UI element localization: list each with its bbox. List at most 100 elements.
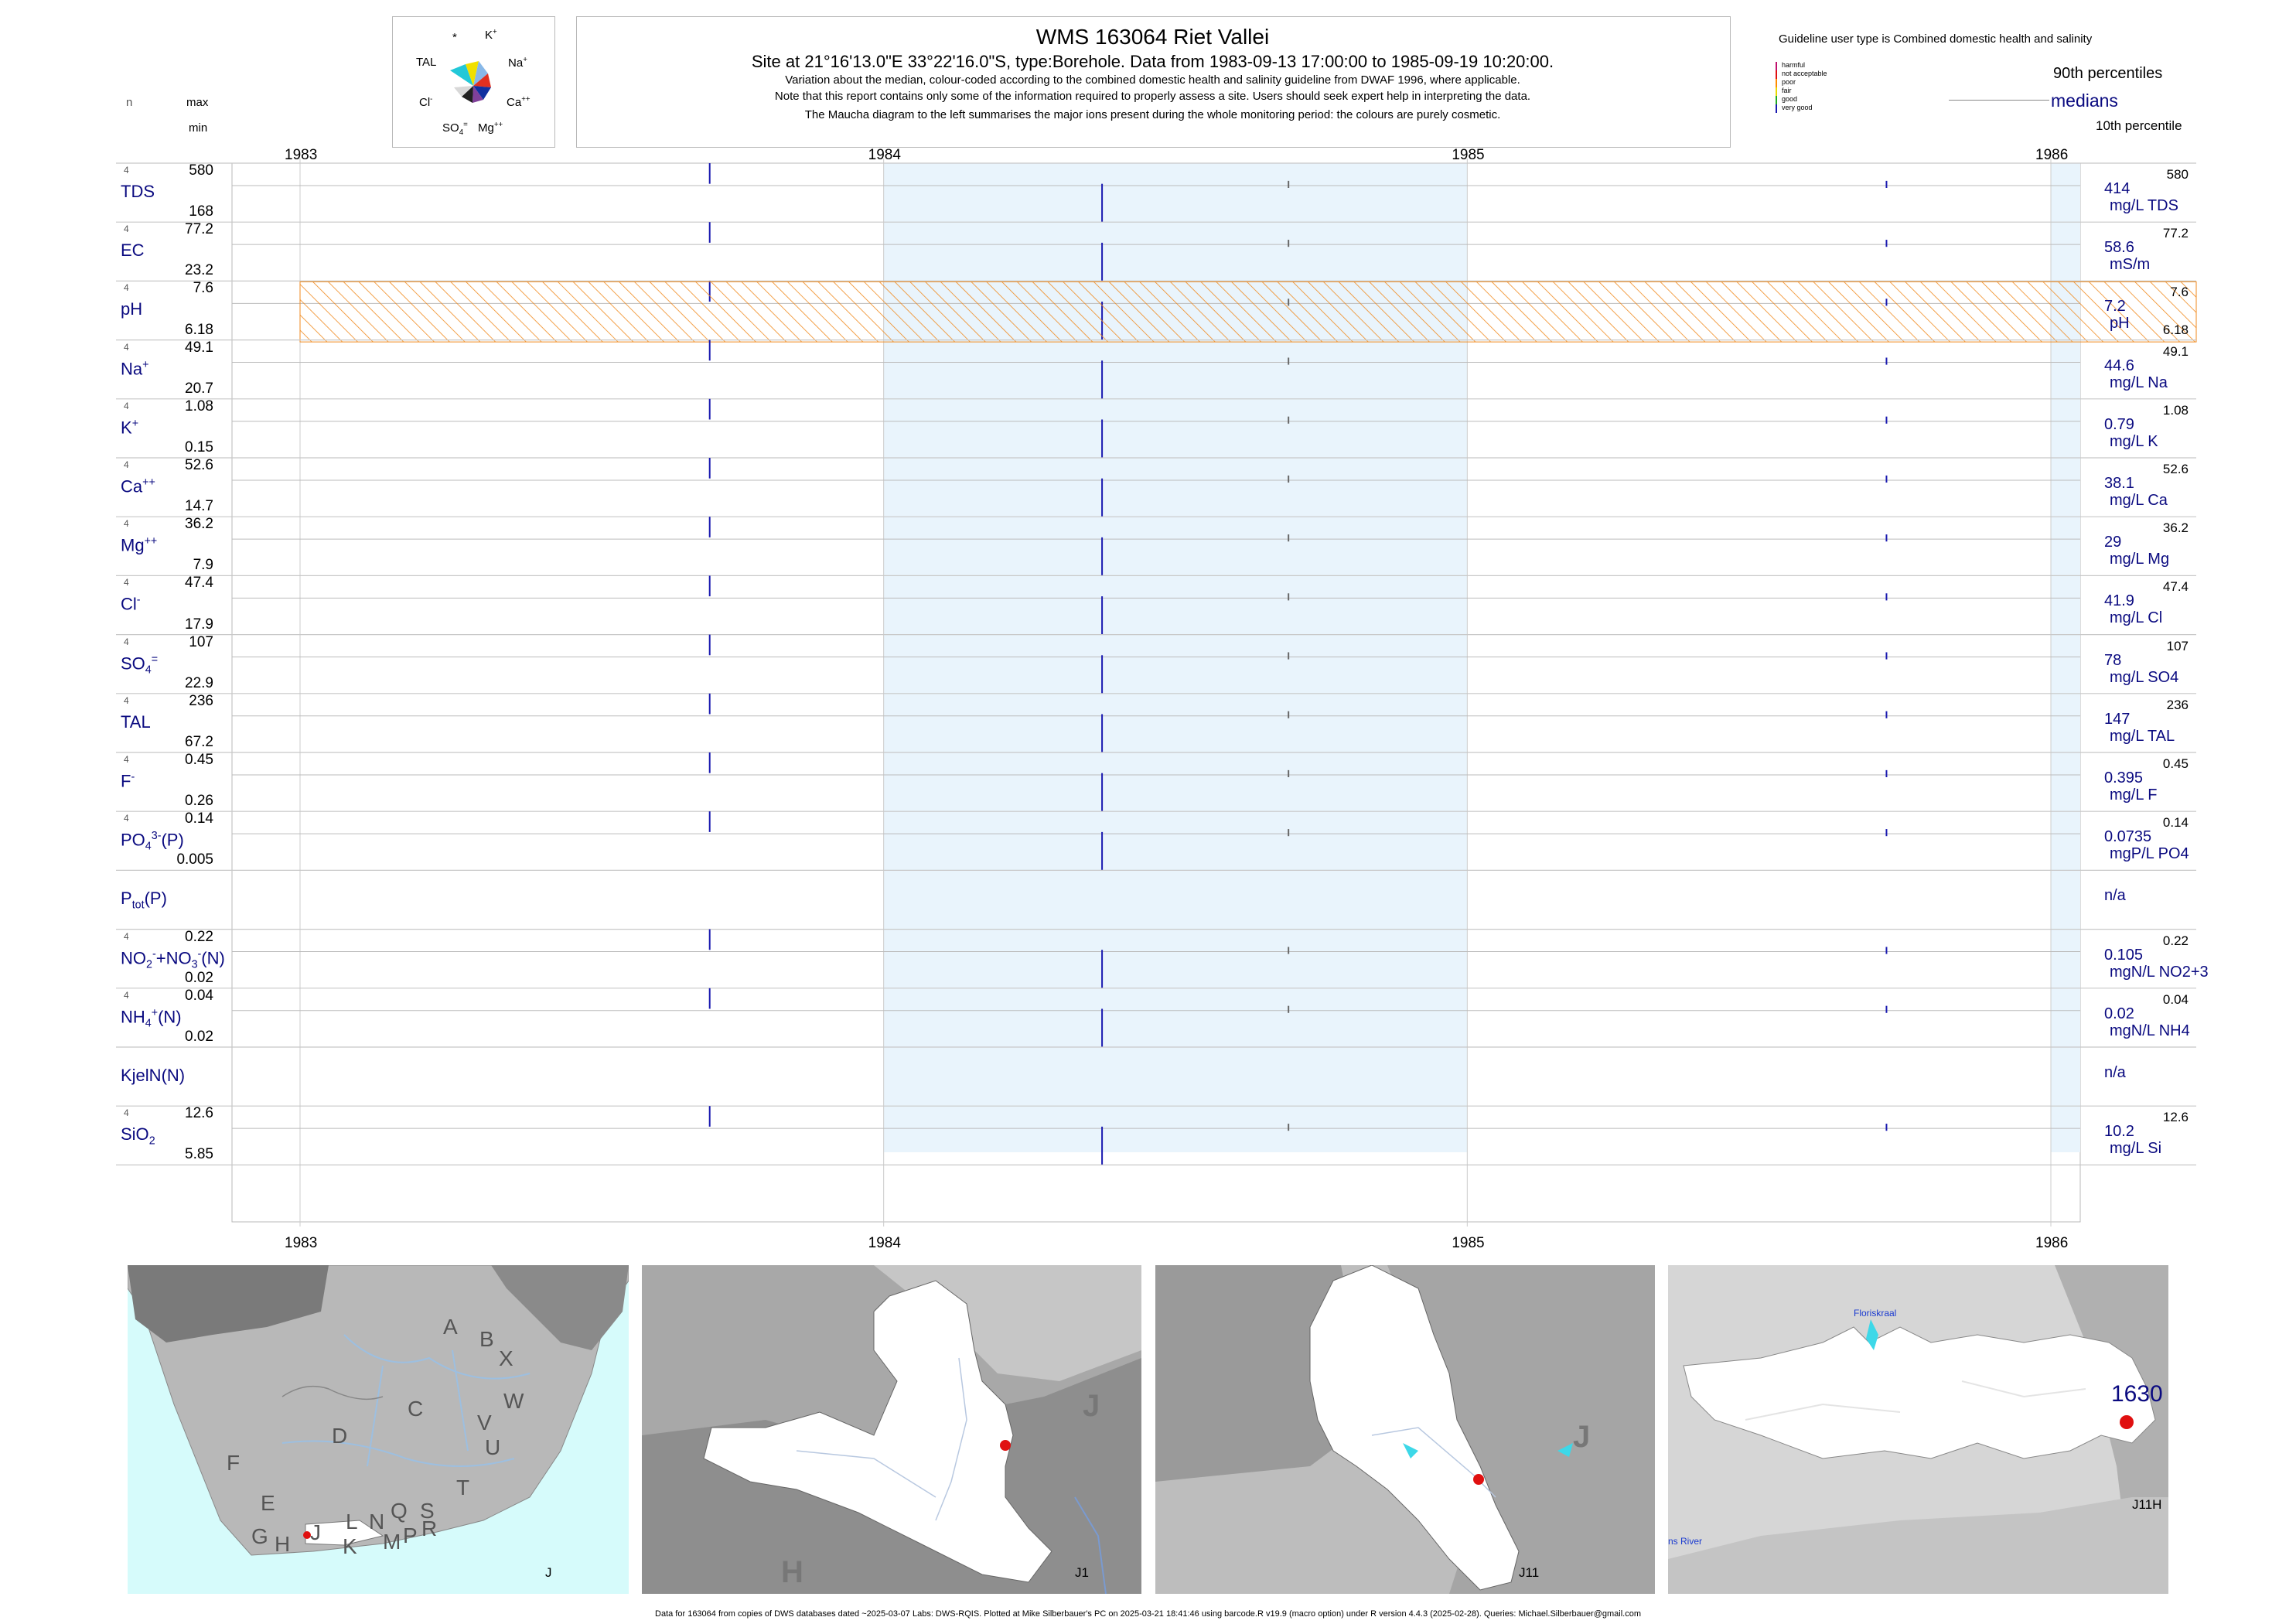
param-min: 5.85 <box>185 1146 213 1163</box>
legend-guideline: Guideline user type is Combined domestic… <box>1779 32 2093 46</box>
footer-note: Data for 163064 from copies of DWS datab… <box>655 1609 1641 1619</box>
map1-label-p: P <box>403 1523 418 1547</box>
map1-label-a: A <box>443 1315 458 1339</box>
header-note-3: The Maucha diagram to the left summarise… <box>804 108 1501 121</box>
param-min: 17.9 <box>185 616 213 633</box>
param-n: 4 <box>124 694 129 706</box>
map1-label-e: E <box>261 1491 275 1515</box>
param-unit: mg/L TDS <box>2110 197 2178 214</box>
param-label: Cl- <box>121 594 141 614</box>
param-min: 22.9 <box>185 674 213 691</box>
maucha-label-star: * <box>452 31 457 44</box>
legend-color-bar <box>1776 96 1777 104</box>
map1-label-x: X <box>499 1346 513 1370</box>
map1-label-f: F <box>227 1451 241 1475</box>
param-min: 0.02 <box>185 1029 213 1045</box>
param-right-max: 0.04 <box>2162 991 2189 1007</box>
param-min: 6.18 <box>185 321 213 338</box>
legend-color-label: harmful <box>1782 61 1806 69</box>
param-label: NH4+(N) <box>121 1006 182 1030</box>
map1-label-c: C <box>408 1397 424 1421</box>
col-header-max: max <box>186 96 209 109</box>
param-min: 67.2 <box>185 734 213 750</box>
chart-area: 1983 1983 1984 1984 1985 1985 1986 1986 <box>116 147 2197 1251</box>
map4-place-label: Floriskraal <box>1854 1308 1897 1319</box>
map1-corner-label: J <box>545 1565 552 1580</box>
map-secondary-catchment: J J11 <box>1155 1265 1655 1594</box>
param-median-value: 10.2 <box>2104 1123 2134 1141</box>
param-median-value: 7.2 <box>2104 298 2126 316</box>
param-unit: mg/L Si <box>2110 1140 2162 1158</box>
param-n: 4 <box>124 989 129 1001</box>
map1-label-d: D <box>332 1424 348 1448</box>
param-unit: mg/L Mg <box>2110 551 2170 568</box>
param-median-value: 147 <box>2104 710 2131 728</box>
param-n: 4 <box>124 1107 129 1119</box>
map3-label-j: J <box>1573 1420 1591 1454</box>
legend-color-label: good <box>1782 95 1798 103</box>
maucha-label-ca: Ca++ <box>507 95 531 109</box>
param-max: 52.6 <box>185 457 213 473</box>
param-right-max: 0.45 <box>2162 756 2189 771</box>
param-n: 4 <box>124 341 129 353</box>
param-unit: mS/m <box>2110 256 2151 274</box>
param-median-value: 29 <box>2104 534 2122 551</box>
map1-label-g: G <box>251 1524 268 1548</box>
param-unit: mg/L Cl <box>2110 609 2163 627</box>
param-label: EC <box>121 241 145 261</box>
year-label-top-1984: 1984 <box>868 147 902 163</box>
maucha-label-tal: TAL <box>416 56 437 69</box>
legend-medians: medians <box>2051 90 2118 111</box>
param-max: 47.4 <box>185 575 213 592</box>
param-right-min: 6.18 <box>2162 322 2189 338</box>
page-title: WMS 163064 Riet Vallei <box>1035 25 1270 49</box>
year-label-bottom-1984: 1984 <box>868 1235 902 1251</box>
param-min: 7.9 <box>193 557 213 574</box>
map2-corner-label: J1 <box>1075 1565 1089 1580</box>
legend-color-label: poor <box>1782 78 1796 86</box>
param-unit: mgP/L PO4 <box>2110 845 2189 863</box>
param-median-value: 0.0735 <box>2104 828 2152 846</box>
param-unit: mg/L Na <box>2110 374 2168 391</box>
param-right-max: 580 <box>2166 167 2189 182</box>
param-n: 4 <box>124 400 129 411</box>
param-label: Na+ <box>121 358 149 378</box>
legend-color-bar <box>1776 70 1777 79</box>
col-header-n: n <box>126 96 133 109</box>
param-n: 4 <box>124 459 129 470</box>
param-right-max: 0.22 <box>2162 933 2189 948</box>
title-box <box>576 16 1731 148</box>
param-median-value: 58.6 <box>2104 239 2134 257</box>
param-label: NO2-+NO3-(N) <box>121 947 225 971</box>
param-median-value: 0.02 <box>2104 1005 2134 1022</box>
param-max: 107 <box>189 633 213 650</box>
param-label: PO43-(P) <box>121 830 184 853</box>
param-min: 20.7 <box>185 380 213 397</box>
param-median-value: n/a <box>2104 887 2126 905</box>
legend-color-bar <box>1776 87 1777 96</box>
param-max: 0.45 <box>185 752 213 768</box>
legend-p90: 90th percentiles <box>2053 65 2163 82</box>
param-right-max: 12.6 <box>2162 1110 2189 1125</box>
param-min: 0.15 <box>185 439 213 455</box>
header-note-1: Variation about the median, colour-coded… <box>785 73 1520 87</box>
map-quaternary-catchment: Floriskraal ns River 1630 J11H <box>1668 1265 2168 1594</box>
map1-label-r: R <box>421 1517 438 1540</box>
param-max: 580 <box>189 162 213 179</box>
param-median-value: 44.6 <box>2104 357 2134 374</box>
map1-label-b: B <box>479 1327 494 1351</box>
maucha-label-k: K+ <box>485 28 497 42</box>
param-label: Ca++ <box>121 476 155 496</box>
map1-label-m: M <box>383 1530 401 1554</box>
param-max: 7.6 <box>193 280 213 297</box>
param-label: K+ <box>121 417 139 438</box>
map1-label-l: L <box>346 1510 358 1534</box>
param-unit: mg/L TAL <box>2110 727 2175 745</box>
maucha-label-na: Na+ <box>508 56 527 70</box>
map1-label-n: N <box>369 1510 385 1534</box>
param-max: 49.1 <box>185 339 213 356</box>
param-max: 1.08 <box>185 397 213 415</box>
param-unit: mg/L SO4 <box>2110 668 2179 686</box>
param-unit: pH <box>2110 315 2130 333</box>
map1-label-q: Q <box>391 1499 408 1523</box>
